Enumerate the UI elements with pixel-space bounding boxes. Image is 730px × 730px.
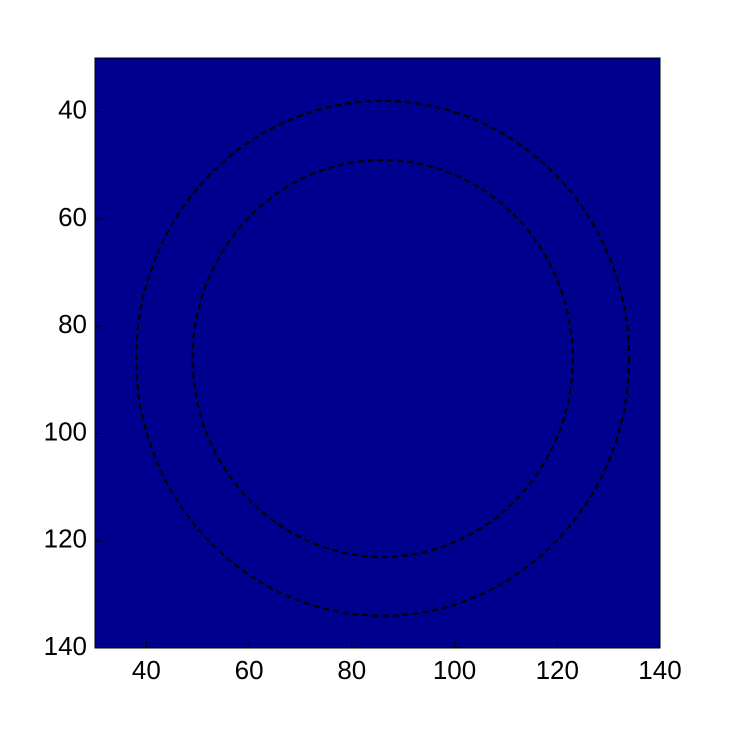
x-tick-label: 40 bbox=[132, 655, 161, 685]
contour bbox=[191, 158, 574, 558]
y-tick-label: 100 bbox=[44, 416, 87, 446]
y-tick-label: 80 bbox=[58, 309, 87, 339]
x-tick-label: 60 bbox=[235, 655, 264, 685]
plot-frame bbox=[94, 57, 661, 649]
x-tick-label: 80 bbox=[337, 655, 366, 685]
y-tick-label: 140 bbox=[44, 631, 87, 661]
y-tick-label: 120 bbox=[44, 524, 87, 554]
x-tick-label: 120 bbox=[536, 655, 579, 685]
heatmap-background bbox=[95, 58, 660, 648]
y-tick-label: 60 bbox=[58, 202, 87, 232]
contour bbox=[134, 99, 631, 617]
x-tick-label: 100 bbox=[433, 655, 476, 685]
x-tick-label: 140 bbox=[638, 655, 681, 685]
y-tick-label: 40 bbox=[58, 95, 87, 125]
